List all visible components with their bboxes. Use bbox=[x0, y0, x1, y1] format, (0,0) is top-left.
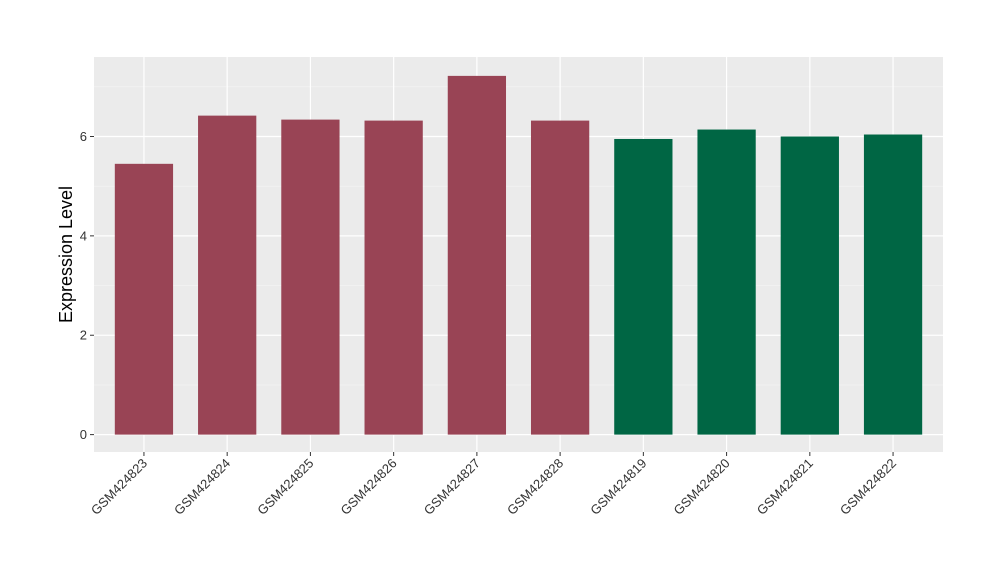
x-tick-label: GSM424827 bbox=[421, 456, 483, 518]
x-tick-label: GSM424824 bbox=[171, 456, 233, 518]
x-tick-label: GSM424822 bbox=[837, 456, 899, 518]
bar-gsm424822 bbox=[863, 134, 923, 435]
bar-gsm424823 bbox=[114, 163, 174, 435]
y-tick-label: 2 bbox=[80, 328, 87, 343]
bar-gsm424821 bbox=[780, 136, 839, 435]
bar-gsm424828 bbox=[530, 120, 590, 435]
x-tick-label: GSM424826 bbox=[338, 456, 400, 518]
x-tick-label: GSM424821 bbox=[754, 456, 816, 518]
x-tick-label: GSM424819 bbox=[587, 456, 649, 518]
bar-gsm424824 bbox=[198, 115, 257, 435]
x-tick-label: GSM424823 bbox=[88, 456, 150, 518]
x-axis: GSM424823 GSM424824 GSM424825 GSM424826 GSM4… bbox=[88, 452, 899, 518]
x-tick-label: GSM424828 bbox=[504, 456, 566, 518]
y-tick-label: 6 bbox=[80, 129, 87, 144]
bar-gsm424825 bbox=[281, 119, 340, 435]
bar-gsm424826 bbox=[364, 120, 423, 435]
bar-gsm424819 bbox=[614, 138, 673, 435]
bars-group bbox=[114, 75, 923, 435]
y-tick-label: 4 bbox=[80, 228, 87, 243]
x-tick-label: GSM424825 bbox=[254, 456, 316, 518]
y-tick-label: 0 bbox=[80, 427, 87, 442]
bar-gsm424820 bbox=[697, 129, 756, 435]
y-axis-title: Expression Level bbox=[56, 186, 76, 323]
y-axis: 0 2 4 6 bbox=[80, 129, 94, 442]
bar-gsm424827 bbox=[447, 75, 507, 435]
x-tick-label: GSM424820 bbox=[670, 456, 732, 518]
